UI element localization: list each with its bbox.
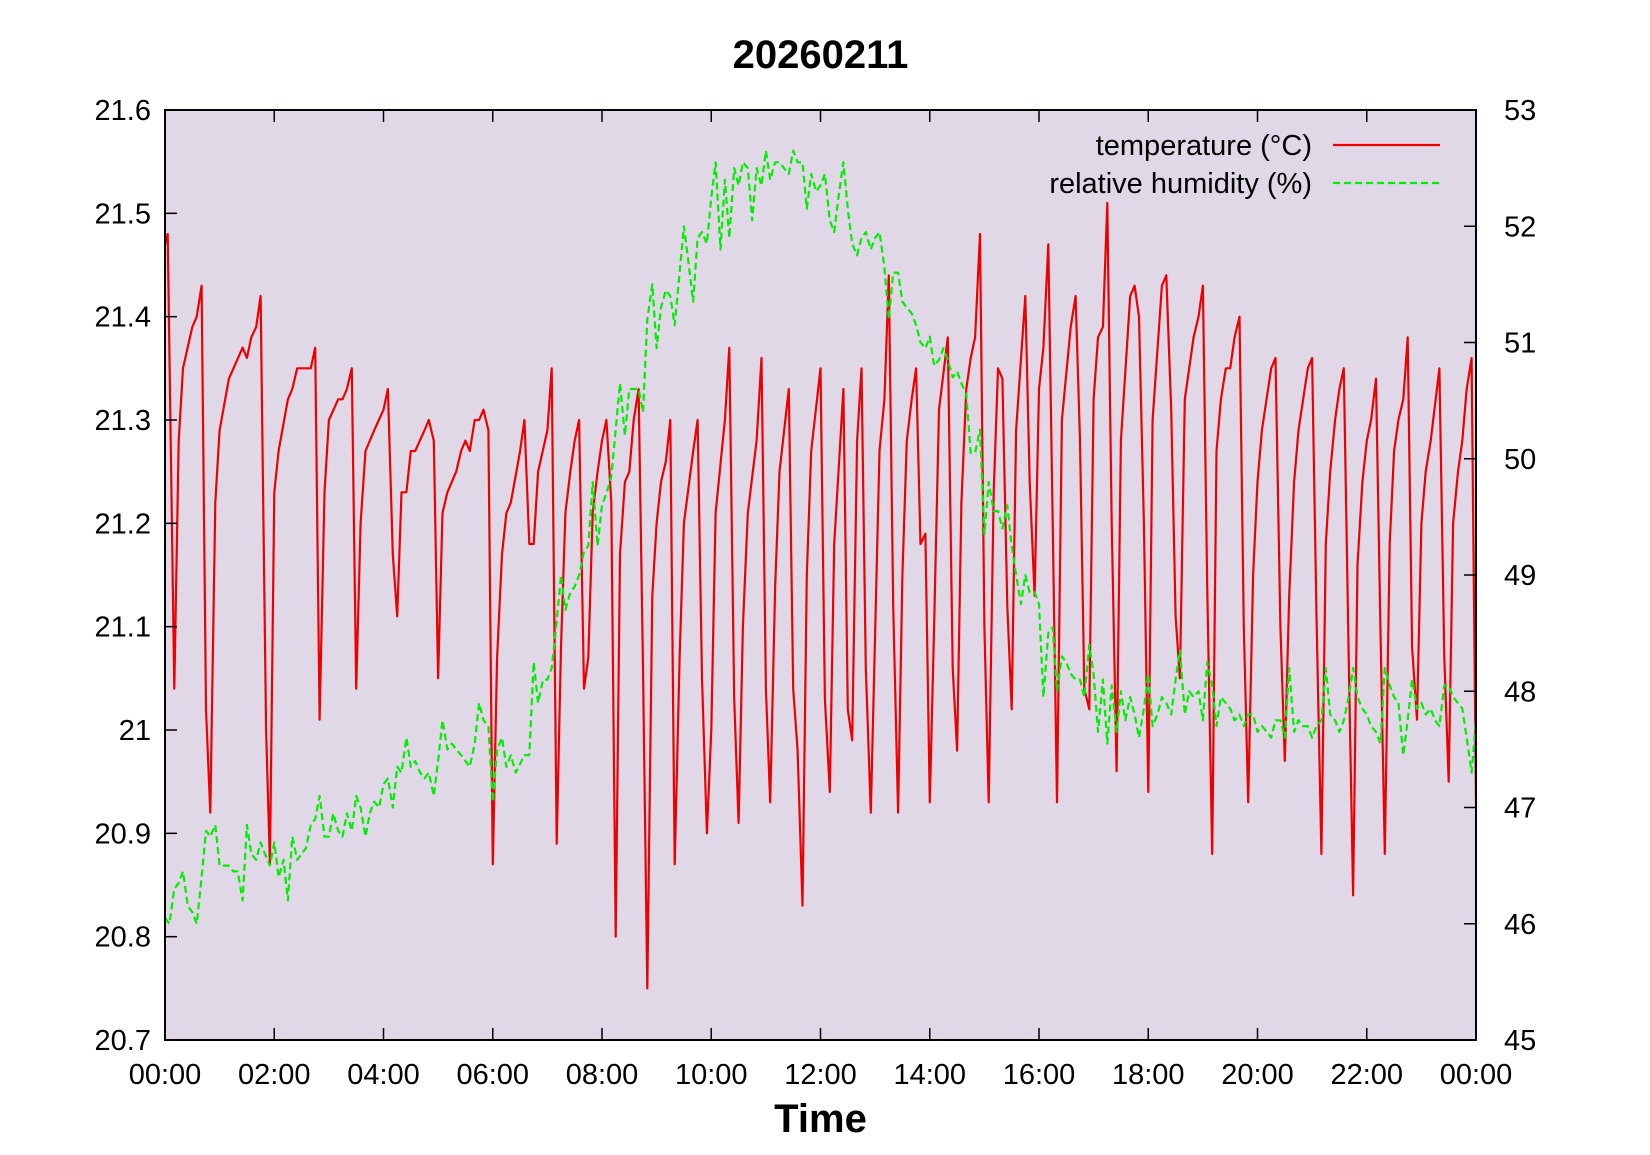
y2-tick-label: 50	[1504, 444, 1536, 476]
x-tick-label: 20:00	[1221, 1059, 1294, 1091]
legend: temperature (°C) relative humidity (%)	[1049, 130, 1440, 200]
x-tick-label: 16:00	[1003, 1059, 1076, 1091]
y2-tick-label: 45	[1504, 1025, 1536, 1057]
y-tick-label: 21	[119, 715, 151, 747]
x-tick-label: 08:00	[566, 1059, 639, 1091]
x-tick-label: 04:00	[347, 1059, 420, 1091]
y2-tick-label: 47	[1504, 793, 1536, 825]
series-line-1	[163, 201, 1478, 990]
y2-tick-label: 53	[1504, 95, 1536, 127]
legend-label-1: temperature (°C)	[1096, 130, 1312, 162]
y-tick-label: 21.1	[95, 612, 151, 644]
series-line-2	[164, 149, 1478, 925]
x-tick-label: 12:00	[784, 1059, 857, 1091]
x-tick-label: 18:00	[1112, 1059, 1185, 1091]
x-tick-label: 00:00	[129, 1059, 202, 1091]
x-tick-label: 22:00	[1330, 1059, 1403, 1091]
x-tick-label: 14:00	[893, 1059, 966, 1091]
y2-tick-label: 48	[1504, 676, 1536, 708]
y-tick-label: 20.8	[95, 922, 151, 954]
y-tick-label: 21.2	[95, 508, 151, 540]
x-tick-label: 06:00	[456, 1059, 529, 1091]
y2-tick-label: 46	[1504, 909, 1536, 941]
y-tick-label: 21.4	[95, 302, 151, 334]
chart-title: 20260211	[733, 33, 909, 77]
y-tick-label: 21.5	[95, 198, 151, 230]
legend-label-2: relative humidity (%)	[1049, 168, 1312, 200]
plot-background	[165, 110, 1476, 1040]
y-tick-label: 21.3	[95, 405, 151, 437]
y2-tick-label: 52	[1504, 211, 1536, 243]
y-tick-label: 20.9	[95, 818, 151, 850]
y2-tick-label: 49	[1504, 560, 1536, 592]
x-tick-label: 00:00	[1440, 1059, 1513, 1091]
x-tick-label: 10:00	[675, 1059, 748, 1091]
y2-tick-label: 51	[1504, 328, 1536, 360]
series-layer	[163, 149, 1478, 990]
x-axis-title: Time	[774, 1097, 867, 1141]
y-tick-label: 21.6	[95, 95, 151, 127]
x-tick-label: 02:00	[238, 1059, 311, 1091]
y-tick-label: 20.7	[95, 1025, 151, 1057]
ticks-layer: 00:00 02:00 04:00 06:00 08:00 10:00 12:00 14:00…	[95, 95, 1537, 1091]
